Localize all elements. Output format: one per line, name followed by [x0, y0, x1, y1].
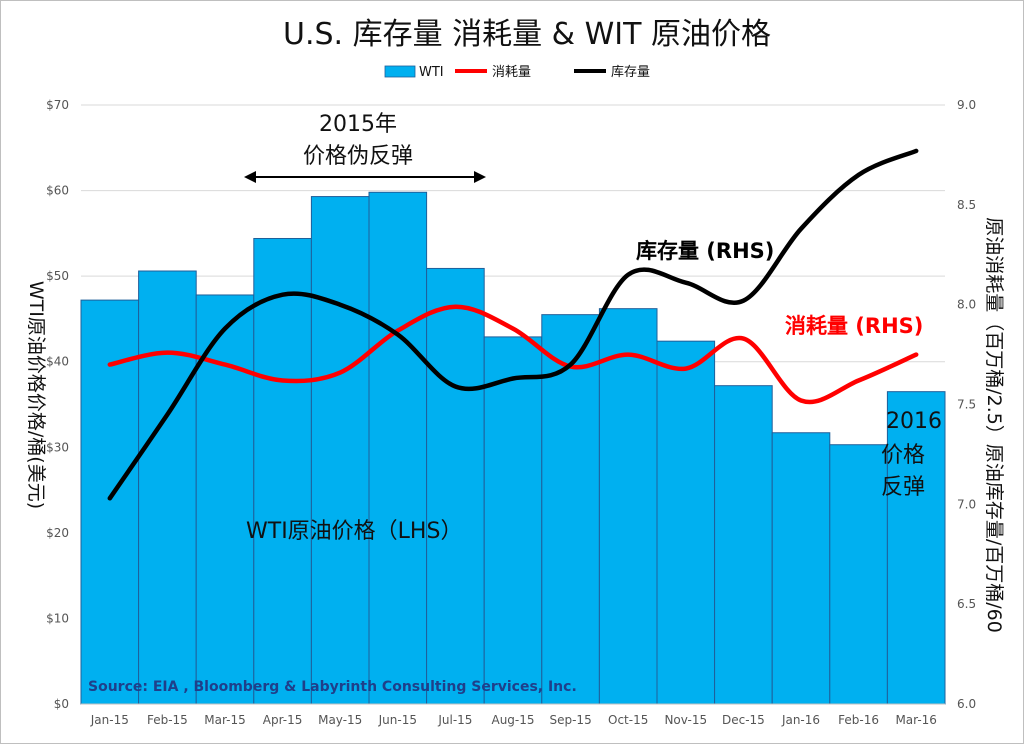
bar-Mar-16 — [886, 391, 946, 705]
annotation-2016-line3: 反弹 — [881, 475, 925, 500]
left-tick-label: $70 — [46, 98, 69, 112]
right-tick-label: 7.0 — [957, 497, 976, 511]
right-tick-label: 6.0 — [957, 697, 976, 711]
bar-Nov-15 — [656, 340, 716, 705]
line-series-库存量 — [107, 148, 919, 501]
left-axis-ticks: $0 $10 $20 $30 $40 $50 $60 $70 — [46, 98, 69, 711]
x-tick-label: Jul-15 — [437, 713, 472, 727]
left-tick-label: $60 — [46, 184, 69, 198]
line-series-消耗量 — [107, 304, 919, 405]
bar-Oct-15 — [598, 308, 658, 705]
x-tick-label: Mar-16 — [895, 713, 936, 727]
left-tick-label: $40 — [46, 355, 69, 369]
legend-label-wti: WTI — [419, 65, 444, 80]
legend-label-consumption: 消耗量 — [492, 65, 531, 80]
x-tick-label: Nov-15 — [664, 713, 707, 727]
right-tick-label: 8.0 — [957, 298, 976, 312]
annotation-wti-label: WTI原油价格（LHS） — [246, 519, 462, 544]
series-lines — [107, 148, 919, 501]
legend: WTI 消耗量 库存量 — [384, 64, 650, 80]
bar-Feb-15 — [138, 270, 197, 705]
bar-Jul-15 — [426, 267, 485, 705]
left-tick-label: $10 — [46, 611, 69, 625]
annotation-arrow — [244, 171, 486, 183]
right-axis-title: 原油消耗量（百万桶/2.5）原油库存量/百万桶/60 — [983, 217, 1005, 633]
annotation-2016-year: 2016 — [886, 409, 942, 434]
chart-title: U.S. 库存量 消耗量 & WIT 原油价格 — [283, 17, 771, 52]
x-tick-label: Feb-16 — [838, 713, 879, 727]
x-axis-ticks: Jan-15 Feb-15 Mar-15 Apr-15 May-15 Jun-15 Jul-… — [81, 703, 945, 727]
bar-Dec-15 — [714, 385, 773, 705]
bar-Jan-16 — [771, 432, 831, 705]
bar-Jan-15 — [80, 299, 140, 705]
x-tick-label: Feb-15 — [147, 713, 188, 727]
annotation-2016-line2: 价格 — [881, 443, 925, 468]
left-axis-title: WTI原油价格价格/桶(美元) — [25, 281, 47, 509]
annotation-2015-year: 2015年 — [319, 112, 397, 137]
legend-label-inventory: 库存量 — [611, 64, 650, 80]
bar-Feb-16 — [829, 444, 888, 705]
x-tick-label: Sep-15 — [549, 713, 591, 727]
right-tick-label: 7.5 — [957, 398, 976, 412]
bar-May-15 — [310, 196, 370, 705]
right-tick-label: 9.0 — [957, 98, 976, 112]
right-tick-label: 8.5 — [957, 198, 976, 212]
x-tick-label: Apr-15 — [263, 713, 303, 727]
x-tick-label: Jan-15 — [90, 713, 129, 727]
right-tick-label: 6.5 — [957, 597, 976, 611]
annotation-consumption-label: 消耗量 (RHS) — [785, 314, 923, 338]
x-tick-label: Dec-15 — [722, 713, 765, 727]
left-tick-label: $0 — [54, 697, 69, 711]
left-tick-label: $20 — [46, 526, 69, 540]
bar-Jun-15 — [368, 191, 428, 705]
x-tick-label: Oct-15 — [608, 713, 648, 727]
x-tick-label: Jan-16 — [781, 713, 820, 727]
legend-swatch-wti — [384, 65, 416, 78]
right-axis-ticks: 6.0 6.5 7.0 7.5 8.0 8.5 9.0 — [957, 98, 976, 711]
left-tick-label: $50 — [46, 269, 69, 283]
annotation-inventory-label: 库存量 (RHS) — [636, 239, 774, 263]
x-tick-label: May-15 — [318, 713, 362, 727]
bar-Sep-15 — [541, 314, 600, 705]
bar-Apr-15 — [253, 237, 312, 705]
annotation-2015-text: 价格伪反弹 — [303, 144, 413, 169]
left-tick-label: $30 — [46, 440, 69, 454]
bar-Aug-15 — [483, 336, 543, 705]
x-tick-label: Aug-15 — [491, 713, 534, 727]
source-note: Source: EIA , Bloomberg & Labyrinth Cons… — [88, 679, 577, 695]
x-tick-label: Jun-15 — [378, 713, 417, 727]
x-tick-label: Mar-15 — [204, 713, 245, 727]
